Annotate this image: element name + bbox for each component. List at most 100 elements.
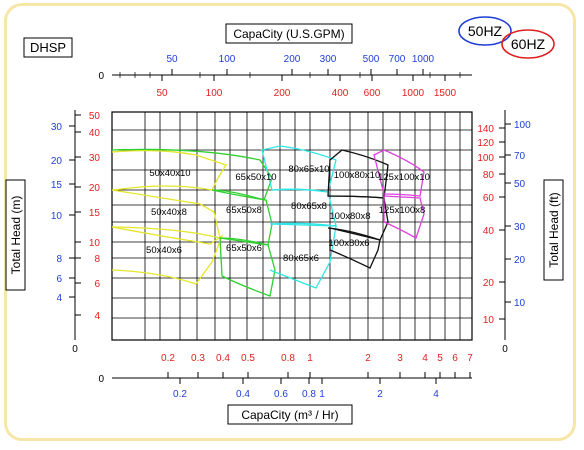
right-axis-title: Total Head (ft) bbox=[547, 192, 561, 267]
right-tick-60-label-4: 60 bbox=[483, 193, 495, 204]
top-tick-50-label-2: 200 bbox=[284, 54, 301, 65]
zone-outline-100x80x6 bbox=[329, 227, 381, 269]
zone-label-125x100x8: 125x100x8 bbox=[379, 205, 425, 216]
plot-border bbox=[111, 111, 473, 341]
left-tick-60-label-0: 50 bbox=[89, 111, 101, 122]
zone-outline-50x40x8 bbox=[111, 189, 221, 239]
right-axis-origin: 0 bbox=[502, 344, 508, 355]
bottom-tick-50-label-6: 4 bbox=[433, 389, 439, 400]
left-tick-60-label-7: 6 bbox=[94, 279, 100, 290]
left-tick-60-label-1: 40 bbox=[89, 128, 101, 139]
left-tick-60-label-6: 8 bbox=[94, 254, 100, 265]
bottom-tick-60-label-10: 6 bbox=[452, 353, 458, 364]
bottom-tick-60-label-3: 0.5 bbox=[241, 353, 255, 364]
right-tick-60-label-0: 140 bbox=[477, 124, 494, 135]
top-tick-60-label-3: 400 bbox=[332, 88, 349, 99]
bottom-tick-50-label-3: 0.8 bbox=[302, 389, 316, 400]
legend-60hz-ellipse bbox=[501, 29, 555, 59]
right-tick-50-label-3: 30 bbox=[514, 222, 526, 233]
zone-label-50x40x6: 50x40x6 bbox=[146, 245, 182, 256]
right-tick-50-label-1: 70 bbox=[514, 151, 526, 162]
right-tick-60-label-1: 120 bbox=[477, 138, 494, 149]
right-tick-60-label-3: 80 bbox=[483, 170, 495, 181]
top-tick-50-label-4: 500 bbox=[363, 54, 380, 65]
bottom-tick-50-label-4: 1 bbox=[319, 389, 325, 400]
legend-50hz: 50HZ bbox=[468, 23, 503, 39]
top-axis-origin: 0 bbox=[98, 71, 104, 82]
model-label: DHSP bbox=[30, 40, 66, 55]
left-axis-origin: 0 bbox=[72, 344, 78, 355]
left-tick-60-label-5: 10 bbox=[89, 238, 101, 249]
zone-label-125x100x10: 125x100x10 bbox=[378, 172, 430, 183]
zone-label-50x40x10: 50x40x10 bbox=[149, 168, 190, 179]
zone-outline-65x50x6 bbox=[219, 237, 276, 297]
zone-label-80x65x6: 80x65x6 bbox=[283, 253, 319, 264]
zone-outline-100x80x8 bbox=[327, 195, 389, 241]
top-tick-60-label-1: 100 bbox=[206, 88, 223, 99]
top-tick-60-label-4: 600 bbox=[364, 88, 381, 99]
bottom-tick-50-label-2: 0.6 bbox=[274, 389, 288, 400]
legend-50hz-ellipse bbox=[458, 16, 512, 46]
zone-outline-80x65x6 bbox=[269, 223, 337, 289]
left-tick-50-label-4: 8 bbox=[56, 254, 62, 265]
bottom-tick-60-label-0: 0.2 bbox=[161, 353, 175, 364]
zone-outline-125x100x10 bbox=[373, 149, 425, 197]
left-tick-50-label-5: 6 bbox=[56, 274, 62, 285]
model-label-box bbox=[23, 37, 73, 58]
bottom-tick-60-label-7: 3 bbox=[397, 353, 403, 364]
top-tick-60-label-6: 1500 bbox=[434, 88, 457, 99]
bottom-axis-title: CapaCity (m³ / Hr) bbox=[241, 408, 338, 422]
right-tick-50-label-4: 20 bbox=[514, 255, 526, 266]
right-tick-50-label-0: 100 bbox=[514, 120, 531, 131]
zone-outline-50x40x6 bbox=[111, 226, 224, 285]
grid bbox=[111, 111, 473, 341]
bottom-tick-60-label-8: 4 bbox=[422, 353, 428, 364]
top-tick-50-label-0: 50 bbox=[166, 54, 178, 65]
bottom-tick-60-label-11: 7 bbox=[467, 353, 473, 364]
bottom-axis-origin: 0 bbox=[98, 374, 104, 385]
left-tick-60-label-3: 20 bbox=[89, 183, 101, 194]
bottom-tick-50-label-5: 2 bbox=[377, 389, 383, 400]
left-tick-60-label-2: 30 bbox=[89, 153, 101, 164]
bottom-tick-50-label-1: 0.4 bbox=[236, 389, 250, 400]
left-axis-title-box bbox=[5, 179, 26, 291]
bottom-tick-50-label-0: 0.2 bbox=[173, 389, 187, 400]
right-tick-50-label-2: 50 bbox=[514, 179, 526, 190]
zone-label-65x50x8: 65x50x8 bbox=[226, 205, 262, 216]
zone-outline-125x100x8 bbox=[383, 195, 425, 239]
top-tick-50-label-1: 100 bbox=[219, 54, 236, 65]
top-axis-title-box bbox=[225, 23, 353, 44]
top-tick-60-label-2: 200 bbox=[274, 88, 291, 99]
pump-zones bbox=[111, 145, 425, 297]
zone-label-100x80x8: 100x80x8 bbox=[329, 211, 370, 222]
bottom-tick-60-label-6: 2 bbox=[365, 353, 371, 364]
bottom-tick-60-label-1: 0.3 bbox=[191, 353, 205, 364]
right-tick-50-label-5: 10 bbox=[514, 298, 526, 309]
top-tick-50-label-5: 700 bbox=[389, 54, 406, 65]
zone-outline-50x40x10 bbox=[111, 149, 227, 191]
left-axis-title: Total Head (m) bbox=[9, 196, 23, 275]
axes bbox=[69, 69, 511, 384]
zone-label-65x50x10: 65x50x10 bbox=[235, 172, 276, 183]
zone-label-65x50x6: 65x50x6 bbox=[226, 243, 262, 254]
left-tick-60-label-8: 4 bbox=[94, 311, 100, 322]
bottom-tick-60-label-5: 1 bbox=[307, 353, 313, 364]
zone-label-80x65x8: 80x65x8 bbox=[291, 201, 327, 212]
zone-label-80x65x10: 80x65x10 bbox=[288, 164, 329, 175]
top-tick-60-label-5: 1000 bbox=[402, 88, 425, 99]
right-axis-title-box bbox=[543, 179, 564, 281]
zone-label-100x80x10: 100x80x10 bbox=[334, 170, 380, 181]
top-tick-50-label-3: 300 bbox=[320, 54, 337, 65]
left-tick-50-label-0: 30 bbox=[51, 122, 63, 133]
left-tick-50-label-1: 20 bbox=[51, 156, 63, 167]
left-tick-60-label-4: 15 bbox=[89, 208, 101, 219]
left-tick-50-label-3: 10 bbox=[51, 211, 63, 222]
bottom-axis-title-box bbox=[227, 404, 353, 425]
top-axis-title: CapaCity (U.S.GPM) bbox=[233, 27, 344, 41]
right-tick-60-label-6: 20 bbox=[483, 278, 495, 289]
zone-label-50x40x8: 50x40x8 bbox=[151, 207, 187, 218]
zone-label-100x80x6: 100x80x6 bbox=[328, 238, 369, 249]
bottom-tick-60-label-2: 0.4 bbox=[216, 353, 230, 364]
